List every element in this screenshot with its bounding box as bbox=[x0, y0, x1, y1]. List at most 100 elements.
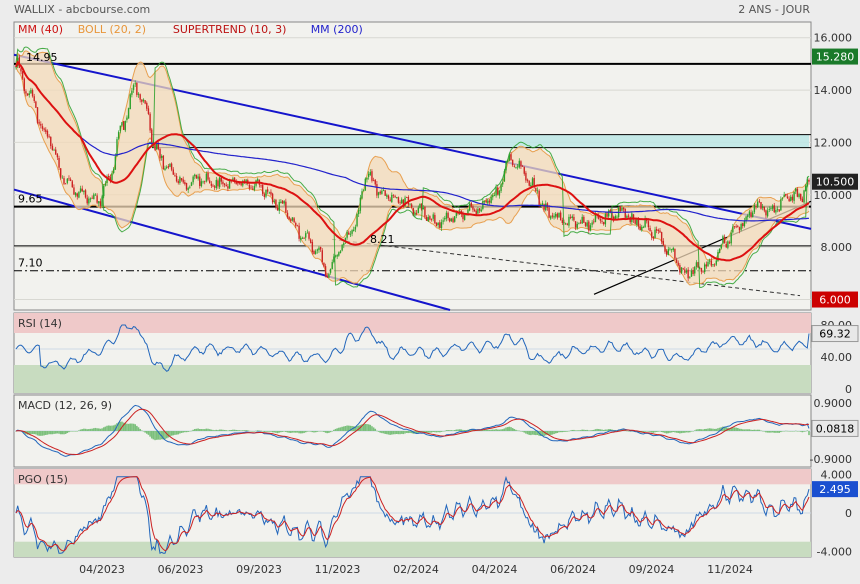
macd-histogram-bar bbox=[712, 428, 714, 431]
candle-body bbox=[525, 172, 527, 181]
macd-histogram-bar bbox=[222, 429, 224, 431]
macd-histogram-bar bbox=[157, 431, 160, 440]
candle-body bbox=[248, 184, 251, 189]
macd-histogram-bar bbox=[503, 428, 506, 431]
macd-histogram-bar bbox=[581, 429, 583, 431]
macd-histogram-bar bbox=[218, 429, 221, 431]
macd-histogram-bar bbox=[434, 431, 436, 433]
macd-histogram-bar bbox=[425, 431, 428, 433]
x-tick-label: 09/2023 bbox=[236, 563, 282, 576]
candle-body bbox=[21, 71, 24, 79]
macd-histogram-bar bbox=[280, 431, 282, 433]
supertrend-line bbox=[15, 46, 810, 289]
macd-histogram-bar bbox=[261, 431, 264, 432]
candle-body bbox=[558, 212, 560, 218]
macd-histogram-bar bbox=[442, 431, 444, 432]
candle-body bbox=[280, 201, 282, 203]
candle-body bbox=[78, 191, 80, 198]
candle-body bbox=[771, 205, 774, 209]
candle-body bbox=[412, 208, 415, 216]
macd-histogram-bar bbox=[392, 431, 395, 435]
candle-body bbox=[137, 93, 140, 95]
macd-histogram-bar bbox=[679, 431, 681, 434]
macd-histogram-bar bbox=[172, 431, 175, 436]
candle-body bbox=[376, 184, 378, 196]
candle-body bbox=[682, 268, 684, 270]
macd-histogram-bar bbox=[68, 431, 70, 433]
macd-histogram-bar bbox=[225, 430, 228, 431]
macd-histogram-bar bbox=[285, 431, 287, 432]
macd-histogram-bar bbox=[597, 429, 600, 431]
macd-last-label: 0.0818 bbox=[811, 419, 859, 437]
candle-body bbox=[569, 217, 572, 218]
candle-body bbox=[647, 221, 650, 228]
macd-histogram-bar bbox=[58, 431, 60, 434]
candle-body bbox=[765, 210, 767, 216]
macd-histogram-bar bbox=[760, 430, 762, 431]
macd-histogram-bar bbox=[526, 431, 529, 435]
macd-histogram-bar bbox=[117, 422, 120, 431]
macd-histogram-bar bbox=[510, 427, 512, 431]
candle-body bbox=[742, 223, 744, 227]
macd-histogram-bar bbox=[599, 429, 602, 431]
candle-body bbox=[665, 250, 668, 255]
macd-histogram-bar bbox=[551, 431, 554, 435]
candle-body bbox=[725, 243, 727, 248]
candle-body bbox=[662, 240, 665, 246]
macd-histogram-bar bbox=[314, 431, 317, 433]
macd-histogram-bar bbox=[670, 431, 673, 433]
candle-body bbox=[427, 217, 429, 222]
legend-entry: BOLL (20, 2) bbox=[78, 23, 146, 36]
macd-histogram-bar bbox=[283, 431, 285, 432]
candle-body bbox=[654, 229, 656, 239]
candle-body bbox=[753, 204, 756, 213]
candle-body bbox=[439, 222, 441, 229]
candle-body bbox=[776, 209, 779, 211]
macd-label-text: 0.0818 bbox=[816, 422, 855, 435]
candle-body bbox=[36, 107, 39, 123]
candle-body bbox=[727, 241, 729, 248]
macd-histogram-bar bbox=[208, 429, 211, 431]
candle-body bbox=[399, 202, 401, 204]
candle-body bbox=[720, 244, 722, 249]
candle-body bbox=[675, 259, 678, 263]
candle-body bbox=[699, 267, 701, 269]
candle-body bbox=[530, 184, 532, 187]
macd-histogram-bar bbox=[192, 429, 194, 431]
candle-body bbox=[305, 233, 307, 238]
candle-body bbox=[169, 163, 171, 167]
candle-body bbox=[30, 89, 32, 94]
candle-body bbox=[511, 159, 514, 166]
candle-body bbox=[791, 196, 794, 201]
macd-histogram-bar bbox=[306, 431, 309, 432]
macd-histogram-bar bbox=[93, 428, 95, 431]
candle-body bbox=[303, 238, 305, 239]
candle-body bbox=[293, 218, 295, 223]
x-axis-ticks: 04/2023 06/2023 09/2023 11/2023 02/2024 04/20… bbox=[79, 563, 753, 576]
macd-histogram-bar bbox=[601, 429, 603, 431]
macd-histogram-bar bbox=[611, 429, 613, 431]
macd-histogram-bar bbox=[788, 431, 790, 432]
pgo-label-text: 2.495 bbox=[819, 483, 851, 496]
macd-histogram-bar bbox=[505, 427, 507, 431]
macd-histogram-bar bbox=[354, 426, 357, 431]
macd-histogram-bar bbox=[556, 431, 559, 433]
macd-histogram-bar bbox=[338, 427, 340, 431]
candle-body bbox=[74, 192, 77, 196]
macd-histogram-bar bbox=[741, 429, 744, 431]
macd-histogram-bar bbox=[740, 428, 742, 431]
macd-histogram-bar bbox=[773, 431, 776, 433]
macd-histogram-bar bbox=[702, 429, 704, 431]
macd-histogram-bar bbox=[160, 431, 163, 440]
macd-histogram-bar bbox=[30, 431, 32, 435]
candle-body bbox=[89, 198, 92, 200]
candle-body bbox=[694, 267, 696, 274]
macd-histogram-bar bbox=[591, 430, 593, 431]
candle-body bbox=[83, 190, 85, 193]
macd-histogram-bar bbox=[432, 431, 434, 432]
macd-histogram-bar bbox=[44, 431, 47, 435]
macd-histogram-bar bbox=[525, 431, 527, 434]
candle-body bbox=[114, 156, 117, 170]
macd-histogram-bar bbox=[579, 430, 582, 431]
